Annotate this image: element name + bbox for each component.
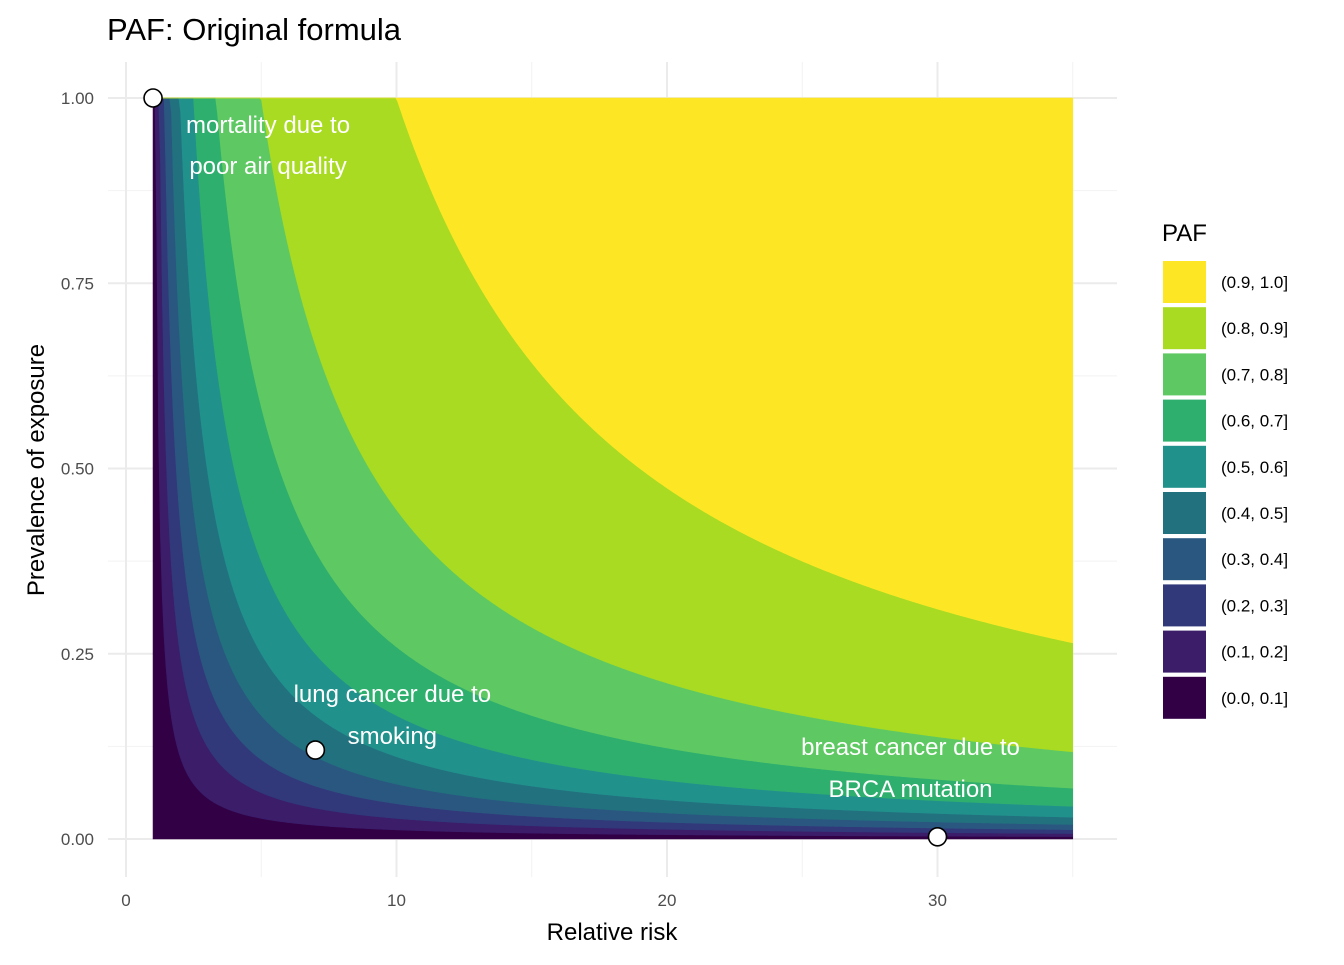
- point-annotation-label: BRCA mutation: [828, 776, 992, 803]
- x-tick-label: 30: [928, 891, 947, 910]
- data-point-marker: [305, 740, 326, 760]
- legend-swatch: [1163, 492, 1206, 534]
- legend-swatch: [1163, 307, 1206, 350]
- legend-swatch: [1163, 445, 1206, 488]
- x-tick-label: 0: [121, 891, 130, 910]
- y-tick-label: 0.00: [61, 830, 94, 849]
- annotated-points: mortality due to poor air quality lung can…: [143, 88, 1020, 847]
- legend-swatch: [1163, 630, 1206, 673]
- legend-swatch: [1163, 261, 1206, 303]
- point-annotation-label: lung cancer due to: [294, 681, 491, 708]
- data-point-marker: [143, 88, 163, 108]
- y-tick-label: 0.50: [61, 460, 94, 479]
- legend-swatch: [1163, 353, 1206, 396]
- x-axis-ticks: 0 10 20 30: [121, 891, 947, 910]
- y-axis-title: Prevalence of exposure: [23, 344, 50, 596]
- point-annotation-label: poor air quality: [189, 153, 346, 180]
- legend-swatch: [1163, 538, 1206, 581]
- legend-swatch: [1163, 676, 1206, 719]
- legend-label: (0.5, 0.6]: [1221, 458, 1288, 477]
- point-annotation-label: breast cancer due to: [801, 734, 1020, 761]
- x-tick-label: 10: [387, 891, 406, 910]
- x-axis-title: Relative risk: [547, 919, 679, 946]
- legend-title: PAF: [1162, 220, 1207, 247]
- legend-swatch: [1163, 399, 1206, 442]
- data-point-marker: [927, 826, 948, 847]
- legend-label: (0.7, 0.8]: [1221, 365, 1288, 384]
- y-tick-label: 1.00: [61, 89, 94, 108]
- legend-swatch: [1163, 584, 1206, 627]
- y-tick-label: 0.75: [61, 274, 94, 293]
- point-annotation-label: smoking: [348, 723, 437, 750]
- paf-band: [153, 97, 1074, 644]
- x-tick-label: 20: [658, 891, 677, 910]
- legend-label: (0.0, 0.1]: [1221, 689, 1288, 708]
- legend-label: (0.8, 0.9]: [1221, 319, 1288, 338]
- y-tick-label: 0.25: [61, 645, 94, 664]
- legend-label: (0.3, 0.4]: [1221, 550, 1288, 569]
- legend-label: (0.2, 0.3]: [1221, 596, 1288, 615]
- legend-label: (0.9, 1.0]: [1221, 273, 1288, 292]
- point-annotation-label: mortality due to: [186, 112, 350, 139]
- legend-label: (0.6, 0.7]: [1221, 412, 1288, 431]
- legend-label: (0.4, 0.5]: [1221, 504, 1288, 523]
- chart-title: PAF: Original formula: [107, 12, 402, 47]
- paf-contour-bands: [152, 97, 1074, 840]
- legend: PAF (0.9, 1.0] (0.8, 0.9] (0.7, 0.8] (0.6, …: [1162, 220, 1288, 719]
- legend-label: (0.1, 0.2]: [1221, 643, 1288, 662]
- y-axis-ticks: 0.00 0.25 0.50 0.75 1.00: [61, 89, 94, 849]
